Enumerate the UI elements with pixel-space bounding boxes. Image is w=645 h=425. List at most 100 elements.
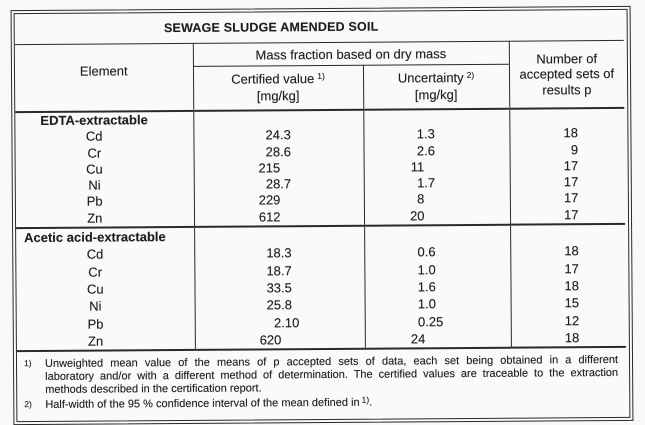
certified-value-fraction: .5 bbox=[280, 280, 292, 296]
uncertainty-value-whole: 2 bbox=[416, 142, 425, 158]
element-label: Cd bbox=[86, 246, 104, 263]
uncertainty-value-whole: 8 bbox=[417, 191, 425, 207]
certified-value-cell: 24.3 28.6 215 28.7 229 612 bbox=[193, 109, 365, 227]
certified-value-fraction: .6 bbox=[279, 143, 291, 159]
footnote-1: 1) Unweighted mean value of the means of… bbox=[21, 354, 620, 397]
accepted-sets-value-whole: 17 bbox=[564, 260, 579, 276]
element-label: Cd bbox=[85, 128, 103, 144]
accepted-sets-value-cell: 18 17 18 15 12 18 bbox=[510, 223, 626, 348]
uncertainty-value-fraction: .7 bbox=[424, 175, 436, 191]
accepted-sets-value-fraction bbox=[579, 311, 626, 329]
certified-value-label: Certified value bbox=[231, 71, 315, 87]
uncertainty-value: 24 bbox=[365, 330, 510, 348]
accepted-sets-value-fraction bbox=[579, 277, 626, 295]
accepted-sets-value-whole: 17 bbox=[563, 158, 579, 174]
uncertainty-value-fraction: .3 bbox=[423, 126, 435, 142]
uncertainty-value: 1.3 bbox=[364, 126, 509, 143]
table-title: SEWAGE SLUDGE AMENDED SOIL bbox=[14, 9, 624, 45]
certified-value: 612 bbox=[194, 208, 363, 225]
accepted-sets-value-whole: 17 bbox=[563, 206, 579, 223]
accepted-sets-line-3: results p bbox=[542, 81, 592, 98]
accepted-sets-value-whole: 12 bbox=[564, 312, 580, 328]
certified-value-fraction: .10 bbox=[281, 314, 300, 330]
certified-value: 33.5 bbox=[195, 279, 364, 297]
footnote-2-text: Half-width of the 95 % confidence interv… bbox=[45, 394, 620, 411]
certified-value-whole: 25 bbox=[266, 297, 282, 313]
certified-value-fraction bbox=[281, 331, 364, 349]
uncertainty-value-whole: 24 bbox=[410, 331, 426, 347]
uncertainty-value: 1.0 bbox=[365, 260, 510, 278]
certified-value-fraction bbox=[280, 192, 363, 209]
certified-value-fraction bbox=[280, 208, 363, 225]
accepted-sets-value: 17 bbox=[510, 158, 625, 175]
uncertainty-value-fraction: .0 bbox=[424, 261, 436, 277]
column-header-certified-value: Certified value 1) [mg/kg] bbox=[192, 65, 364, 111]
certified-value-whole: 612 bbox=[258, 209, 281, 225]
accepted-sets-value-whole: 17 bbox=[563, 174, 579, 190]
certified-value: 18.7 bbox=[195, 261, 364, 279]
table-body: EDTA-extractable Cd Cr Cu Ni Pb Zn 24.3 28.6 215 2… bbox=[15, 107, 626, 352]
certified-value: 25.8 bbox=[195, 296, 364, 314]
uncertainty-value-whole: 0 bbox=[417, 244, 425, 260]
certified-value-label-line: Certified value 1) bbox=[193, 71, 362, 89]
section-row: Acetic acid-extractable Cd Cr Cu Ni Pb Zn 18.3 1… bbox=[16, 223, 626, 352]
accepted-sets-value-whole: 15 bbox=[564, 295, 580, 311]
certified-value: 24.3 bbox=[194, 127, 363, 144]
section-header: EDTA-extractable bbox=[40, 112, 148, 128]
certified-value-fraction: .7 bbox=[280, 262, 292, 278]
accepted-sets-value: 18 bbox=[511, 277, 626, 295]
certified-value-whole: 620 bbox=[259, 332, 282, 348]
certified-value-whole: 2 bbox=[273, 314, 282, 330]
section-spacer bbox=[364, 110, 509, 127]
accepted-sets-value: 17 bbox=[510, 174, 625, 191]
column-header-accepted-sets: Number of accepted sets of results p bbox=[508, 40, 625, 109]
certified-value-whole: 33 bbox=[266, 280, 282, 296]
accepted-sets-value-fraction bbox=[578, 207, 625, 224]
section-spacer bbox=[365, 226, 510, 244]
section-spacer bbox=[511, 225, 626, 243]
uncertainty-value: 1.7 bbox=[364, 175, 509, 192]
element-label: Zn bbox=[87, 333, 104, 349]
element-column-cell: EDTA-extractable Cd Cr Cu Ni Pb Zn bbox=[15, 110, 195, 229]
element-label: Ni bbox=[88, 177, 101, 193]
accepted-sets-value-fraction bbox=[578, 158, 625, 175]
element-label: Zn bbox=[87, 210, 103, 226]
element-column-cell: Acetic acid-extractable Cd Cr Cu Ni Pb Zn bbox=[16, 226, 195, 352]
uncertainty-value-whole: 1 bbox=[417, 261, 425, 278]
uncertainty-value: 11 bbox=[364, 159, 509, 176]
accepted-sets-value-fraction bbox=[579, 294, 626, 312]
certified-value: 229 bbox=[194, 192, 363, 209]
uncertainty-value: 0.25 bbox=[365, 312, 510, 330]
table-inner-frame: SEWAGE SLUDGE AMENDED SOIL Element Mass … bbox=[13, 8, 631, 423]
uncertainty-value: 0.6 bbox=[365, 243, 510, 261]
uncertainty-label: Uncertainty bbox=[397, 70, 464, 86]
accepted-sets-value: 17 bbox=[510, 190, 625, 207]
certified-value-fraction bbox=[280, 160, 363, 177]
certified-value-whole: 28 bbox=[265, 176, 281, 192]
footnote-ref-2: 2) bbox=[466, 69, 475, 80]
uncertainty-value-cell: 0.6 1.0 1.6 1.0 0.25 24 bbox=[364, 224, 511, 349]
uncertainty-value-fraction bbox=[424, 159, 509, 176]
accepted-sets-value: 9 bbox=[510, 141, 625, 158]
element-label: Cu bbox=[86, 161, 103, 177]
certified-value-whole: 18 bbox=[266, 262, 281, 279]
footnote-ref-1: 1) bbox=[317, 70, 325, 82]
section-row: EDTA-extractable Cd Cr Cu Ni Pb Zn 24.3 28.6 215 2… bbox=[15, 107, 626, 229]
uncertainty-value-cell: 1.3 2.6 11 1.7 8 20 bbox=[363, 108, 511, 226]
certified-value-fraction: .3 bbox=[280, 245, 292, 261]
footnote-1-text: Unweighted mean value of the means of p … bbox=[45, 354, 620, 396]
uncertainty-value-whole: 1 bbox=[416, 175, 425, 191]
certified-value-cell: 18.3 18.7 33.5 25.8 2.10 620 bbox=[194, 225, 365, 351]
uncertainty-value: 2.6 bbox=[364, 142, 509, 159]
accepted-sets-value: 18 bbox=[511, 329, 626, 347]
footnote-2: 2) Half-width of the 95 % confidence int… bbox=[21, 394, 620, 411]
uncertainty-value-fraction: .6 bbox=[424, 279, 436, 295]
certified-values-table: SEWAGE SLUDGE AMENDED SOIL Element Mass … bbox=[14, 9, 627, 421]
footnotes-row: 1) Unweighted mean value of the means of… bbox=[17, 347, 627, 421]
accepted-sets-line-1: Number of bbox=[536, 50, 598, 67]
section-spacer bbox=[510, 109, 625, 126]
certified-value-whole: 24 bbox=[265, 127, 280, 143]
certified-value-fraction: .3 bbox=[279, 127, 291, 143]
accepted-sets-value-cell: 18 9 17 17 17 17 bbox=[509, 107, 626, 225]
